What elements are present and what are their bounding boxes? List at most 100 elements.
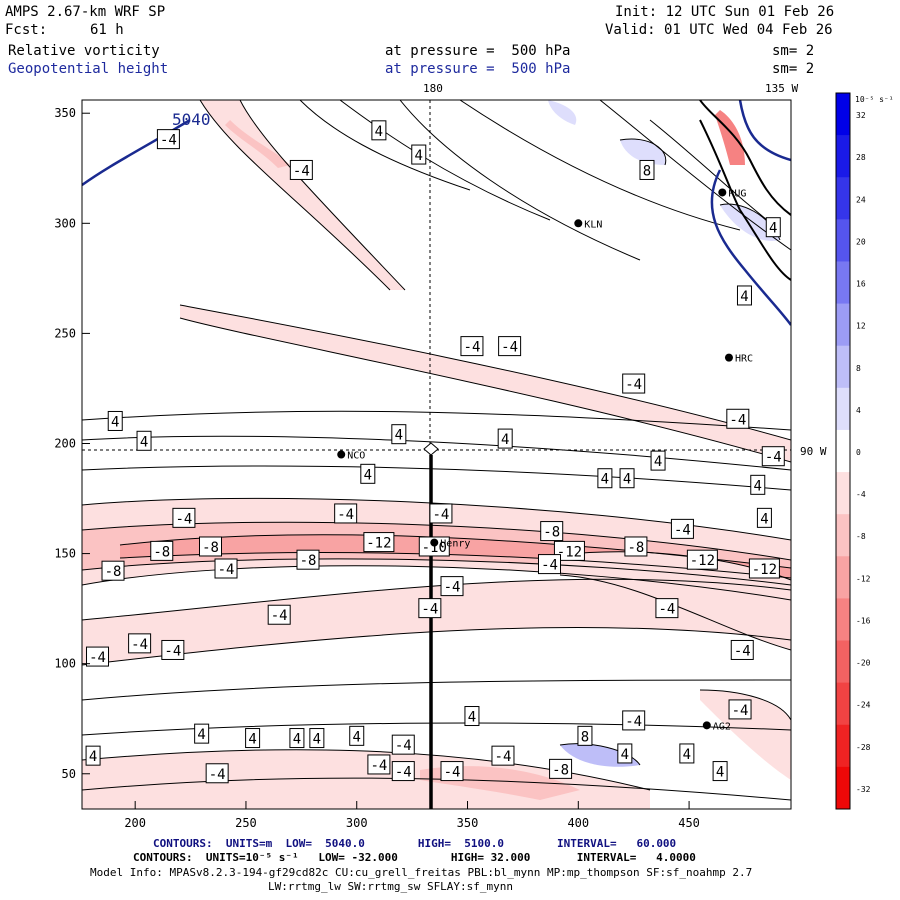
contour-label-text: 4 [501, 432, 509, 448]
contour-label-text: 4 [654, 454, 662, 470]
contour-label: 4 [597, 468, 613, 489]
y-tick-label: 300 [54, 216, 76, 230]
contour-label: -8 [540, 521, 564, 542]
contour-label-box [497, 428, 513, 449]
contour-label-text: -4 [337, 507, 354, 523]
colorbar-swatch [836, 682, 850, 726]
contour-label: 4 [289, 728, 305, 749]
contour-label-text: -8 [627, 540, 644, 556]
contour-label-box [537, 554, 561, 575]
footer-height-contours: CONTOURS: UNITS=m LOW= 5040.0 HIGH= 5100… [153, 837, 677, 850]
contour-label-text: 4 [716, 765, 724, 781]
contour-label-box [136, 430, 152, 451]
geopotential-contours [82, 100, 791, 326]
y-tick-label: 200 [54, 436, 76, 450]
contour-label: -4 [86, 646, 110, 667]
contour-label-text: -8 [153, 544, 170, 560]
contour-label-box [363, 532, 395, 553]
contour-label-box [156, 129, 180, 150]
contour-label: -4 [391, 761, 415, 782]
colorbar-swatch [836, 556, 850, 599]
contour-label-text: -4 [160, 133, 177, 149]
contour-label-text: -4 [658, 602, 675, 618]
colorbar-swatch [836, 472, 850, 515]
colorbar-swatch [836, 345, 850, 389]
height-contour-label: 5040 [172, 110, 211, 129]
contour-label-text: -10 [422, 540, 447, 556]
field1-level: at pressure = 500 hPa [385, 43, 571, 59]
colorbar-swatch [836, 766, 850, 810]
contour-label-box [371, 120, 387, 141]
contour-label-box [85, 745, 101, 766]
contour-label-box [577, 725, 593, 746]
contour-label-text: 4 [313, 732, 321, 748]
contour-label: 4 [750, 474, 766, 495]
field1-name: Relative vorticity [8, 43, 160, 59]
contour-label-text: -4 [444, 580, 461, 596]
contour-label: -4 [726, 408, 750, 429]
contour-label-box [172, 507, 196, 528]
contour-label: -4 [670, 518, 694, 539]
contour-label: 8 [639, 159, 655, 180]
contour-label: -4 [730, 639, 754, 660]
contour-label: -4 [460, 336, 484, 357]
contour-label-box [86, 646, 110, 667]
contour-label: 4 [736, 285, 752, 306]
colorbar-swatch [836, 93, 850, 136]
footer-model-info: Model Info: MPASv8.2.3-194-gf29cd82c CU:… [90, 866, 753, 879]
y-tick-label: 350 [54, 106, 76, 120]
contour-label: -4 [156, 129, 180, 150]
contour-label-text: -4 [495, 749, 512, 765]
contour-label-box [107, 410, 123, 431]
x-tick-label: 450 [678, 816, 700, 830]
contour-label-box [686, 549, 718, 570]
contour-label-text: -12 [366, 536, 391, 552]
colorbar-tick-label: 24 [856, 195, 866, 204]
contour-label: -4 [334, 503, 358, 524]
contour-label: -4 [367, 754, 391, 775]
contour-label-box [334, 503, 358, 524]
contour-label-box [194, 723, 210, 744]
contour-label-box [761, 446, 785, 467]
contour-label: -4 [267, 604, 291, 625]
contour-label: -4 [622, 373, 646, 394]
contour-label-box [440, 576, 464, 597]
contour-label-text: 4 [89, 749, 97, 765]
colorbar-swatch [836, 514, 850, 557]
contour-label: -4 [537, 554, 561, 575]
colorbar-tick-label: 20 [856, 237, 866, 246]
lon-label-90w: 90 W [800, 445, 827, 458]
contour-label: 4 [497, 428, 513, 449]
contour-label: -12 [748, 558, 780, 579]
contour-label: -8 [199, 536, 223, 557]
y-tick-label: 50 [62, 767, 76, 781]
contour-label-text: -4 [370, 758, 387, 774]
contour-label-text: -4 [674, 522, 691, 538]
contour-label-box [245, 728, 261, 749]
contour-label-box [622, 373, 646, 394]
colorbar-swatch [836, 177, 850, 220]
contour-label: -4 [440, 576, 464, 597]
contour-label: 4 [371, 120, 387, 141]
colorbar-swatch [836, 387, 850, 431]
contour-label-box [214, 558, 238, 579]
contour-label-box [639, 159, 655, 180]
x-tick-label: 200 [124, 816, 146, 830]
contour-label: -12 [553, 540, 585, 561]
contour-label-text: -4 [395, 765, 412, 781]
contour-label-text: 4 [621, 747, 629, 763]
contour-label: 4 [136, 430, 152, 451]
contour-label: -4 [289, 159, 313, 180]
contour-label-box [161, 639, 185, 660]
field2-name: Geopotential height [8, 61, 169, 77]
contour-label: 4 [85, 745, 101, 766]
contour-label-text: -12 [690, 553, 715, 569]
contour-label: -8 [296, 549, 320, 570]
contour-label-box [622, 710, 646, 731]
colorbar-tick-label: -28 [856, 743, 871, 752]
contour-label-box [296, 549, 320, 570]
contour-label-box [748, 558, 780, 579]
colorbar: 32 28 24 20 16 12 8 4 0 -4 -8 -12 -16 -20 -24 -28 -32 [835, 92, 871, 810]
contour-label-box [289, 728, 305, 749]
contour-label: -12 [363, 532, 395, 553]
